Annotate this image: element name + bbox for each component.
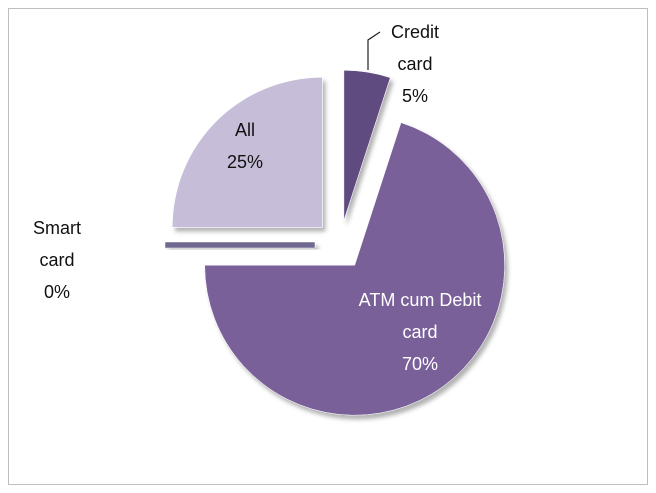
value-label: 0% — [43, 282, 70, 302]
label: ATM cum Debit card 70% — [350, 284, 490, 380]
label: Credit card 5% — [380, 16, 450, 112]
value-label: 5% — [401, 86, 428, 106]
pie-slice — [164, 241, 316, 249]
value-label: 25% — [226, 152, 264, 172]
category-label: Smart card — [32, 218, 81, 270]
label: All 25% — [205, 114, 285, 178]
leader-line — [367, 31, 381, 70]
pie-slice — [204, 122, 505, 416]
pie-slice — [172, 77, 323, 228]
chart-border — [8, 8, 648, 485]
pie-slice — [343, 70, 391, 221]
category-label: Credit card — [390, 22, 439, 74]
category-label: ATM cum Debit card — [358, 290, 482, 342]
value-label: 70% — [401, 354, 439, 374]
label: Smart card 0% — [22, 212, 92, 308]
category-label: All — [234, 120, 255, 140]
